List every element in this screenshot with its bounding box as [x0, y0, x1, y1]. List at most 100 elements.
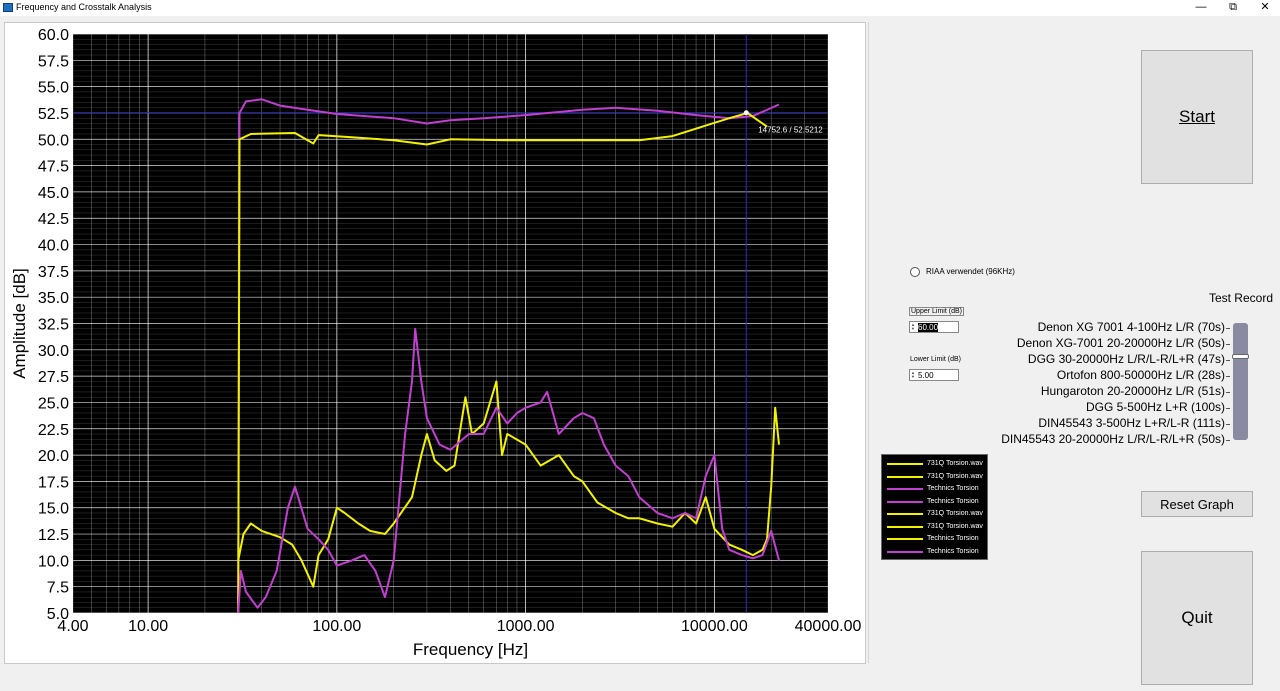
slider-tick: [1226, 392, 1230, 393]
test-record-item[interactable]: Denon XG-7001 20-20000Hz L/R (50s): [1016, 336, 1225, 350]
x-axis-label: Frequency [Hz]: [413, 640, 528, 659]
panel-separator: [868, 22, 869, 663]
y-axis-label: Amplitude [dB]: [10, 268, 29, 379]
legend-label: 731Q Torsion.wav: [927, 510, 983, 517]
legend-label: 731Q Torsion.wav: [927, 460, 983, 467]
reset-graph-button[interactable]: Reset Graph: [1141, 491, 1253, 517]
series-line: [237, 327, 780, 614]
y-tick-label: 57.5: [38, 53, 69, 70]
quit-button[interactable]: Quit: [1141, 551, 1253, 685]
slider-thumb[interactable]: [1232, 354, 1249, 359]
riaa-label: RIAA verwendet (96KHz): [926, 267, 1015, 276]
y-tick-label: 20.0: [38, 448, 69, 465]
legend-swatch: [887, 538, 923, 540]
upper-limit-label: Upper Limit (dB): [909, 307, 964, 316]
restore-button[interactable]: ⧉: [1229, 1, 1237, 13]
y-tick-label: 7.5: [47, 580, 69, 597]
y-tick-label: 15.0: [38, 501, 69, 518]
cursor-label: 14752.6 / 52.5212: [758, 126, 823, 135]
riaa-radio[interactable]: [910, 267, 920, 277]
minimize-button[interactable]: —: [1195, 1, 1207, 13]
test-record-item[interactable]: DIN45543 20-20000Hz L/R/L-R/L+R (50s): [1001, 432, 1225, 446]
y-tick-label: 35.0: [38, 290, 69, 307]
y-tick-label: 45.0: [38, 185, 69, 202]
spinner-arrows-icon[interactable]: ▲ ▼: [911, 322, 915, 331]
y-tick-label: 37.5: [38, 264, 69, 281]
slider-tick: [1226, 360, 1230, 361]
y-tick-label: 60.0: [38, 27, 69, 44]
legend-entry: 731Q Torsion.wav: [885, 458, 985, 470]
lower-limit-value[interactable]: 5.00: [918, 371, 934, 380]
y-tick-label: 32.5: [38, 317, 69, 334]
legend-entry: 731Q Torsion.wav: [885, 521, 985, 533]
spinner-arrows-icon[interactable]: ▲ ▼: [911, 370, 915, 379]
test-record-item[interactable]: Hungaroton 20-20000Hz L/R (51s): [1040, 384, 1225, 398]
close-button[interactable]: ✕: [1260, 1, 1270, 13]
legend-swatch: [887, 525, 923, 528]
slider-tick: [1226, 440, 1230, 441]
legend-swatch: [887, 488, 923, 490]
y-tick-label: 30.0: [38, 343, 69, 360]
legend-entry: Technics Torsion: [885, 546, 985, 558]
y-tick-label: 17.5: [38, 474, 69, 491]
y-tick-label: 52.5: [38, 106, 69, 123]
lower-limit-spinner[interactable]: ▲ ▼ 5.00: [909, 369, 959, 381]
legend-swatch: [887, 475, 923, 478]
y-tick-label: 22.5: [38, 422, 69, 439]
legend-label: Technics Torsion: [927, 497, 979, 505]
legend-swatch: [887, 463, 923, 465]
legend-label: Technics Torsion: [927, 485, 979, 492]
x-tick-label: 10.00: [128, 618, 168, 635]
legend-entry: Technics Torsion: [885, 533, 985, 545]
x-tick-label: 1000.00: [497, 618, 555, 635]
test-record-item-selected[interactable]: DGG 30-20000Hz L/R/L-R/L+R (47s): [1027, 352, 1225, 366]
series-line: [237, 98, 780, 614]
y-tick-label: 42.5: [38, 211, 69, 228]
lower-limit-label: Lower Limit (dB): [910, 356, 961, 363]
y-tick-label: 40.0: [38, 238, 69, 255]
window-title: Frequency and Crosstalk Analysis: [16, 2, 152, 12]
test-record-slider[interactable]: [1233, 323, 1248, 440]
legend-entry: 731Q Torsion.wav: [885, 508, 985, 520]
upper-limit-spinner[interactable]: ▲ ▼ 60.00: [909, 321, 959, 333]
legend-swatch: [887, 513, 923, 515]
legend-label: Technics Torsion: [927, 547, 979, 555]
chart-legend: 731Q Torsion.wav 731Q Torsion.wav Techni…: [881, 454, 988, 560]
legend-label: 731Q Torsion.wav: [927, 522, 983, 530]
y-tick-label: 25.0: [38, 395, 69, 412]
legend-label: Technics Torsion: [927, 535, 979, 542]
x-tick-label: 40000.00: [795, 618, 862, 635]
plot-frame: 14752.6 / 52.5212 60.0 57.5 55.0 52.5 50.0 47.…: [4, 22, 866, 664]
test-record-item[interactable]: Denon XG 7001 4-100Hz L/R (70s): [1037, 320, 1225, 334]
slider-tick: [1226, 344, 1230, 345]
title-bar: Frequency and Crosstalk Analysis — ⧉ ✕: [0, 0, 1280, 16]
cursor-marker: [743, 110, 749, 116]
slider-tick: [1226, 376, 1230, 377]
y-tick-label: 5.0: [47, 606, 69, 623]
legend-entry: Technics Torsion: [885, 483, 985, 495]
start-button-label: Start: [1179, 107, 1215, 126]
frequency-chart[interactable]: 14752.6 / 52.5212 60.0 57.5 55.0 52.5 50.0 47.…: [5, 23, 867, 665]
legend-swatch: [887, 550, 923, 553]
slider-tick: [1226, 408, 1230, 409]
app-icon: [3, 3, 13, 12]
start-button[interactable]: Start: [1141, 50, 1253, 184]
y-tick-label: 47.5: [38, 159, 69, 176]
y-tick-label: 55.0: [38, 80, 69, 97]
x-tick-label: 4.00: [57, 618, 88, 635]
x-tick-label: 100.00: [312, 618, 361, 635]
test-record-item[interactable]: DIN45543 3-500Hz L+R/L-R (111s): [1038, 416, 1225, 430]
y-tick-label: 12.5: [38, 527, 69, 544]
test-record-item[interactable]: DGG 5-500Hz L+R (100s): [1085, 400, 1225, 414]
legend-entry: 731Q Torsion.wav: [885, 471, 985, 483]
slider-tick: [1226, 424, 1230, 425]
quit-button-label: Quit: [1181, 608, 1213, 627]
legend-swatch: [887, 500, 923, 503]
slider-tick: [1226, 328, 1230, 329]
test-record-item[interactable]: Ortofon 800-50000Hz L/R (28s): [1056, 368, 1225, 382]
test-record-title: Test Record: [1208, 291, 1273, 305]
upper-limit-value[interactable]: 60.00: [918, 323, 939, 332]
legend-label: 731Q Torsion.wav: [927, 472, 983, 480]
y-tick-label: 27.5: [38, 369, 69, 386]
series-line: [237, 380, 780, 588]
